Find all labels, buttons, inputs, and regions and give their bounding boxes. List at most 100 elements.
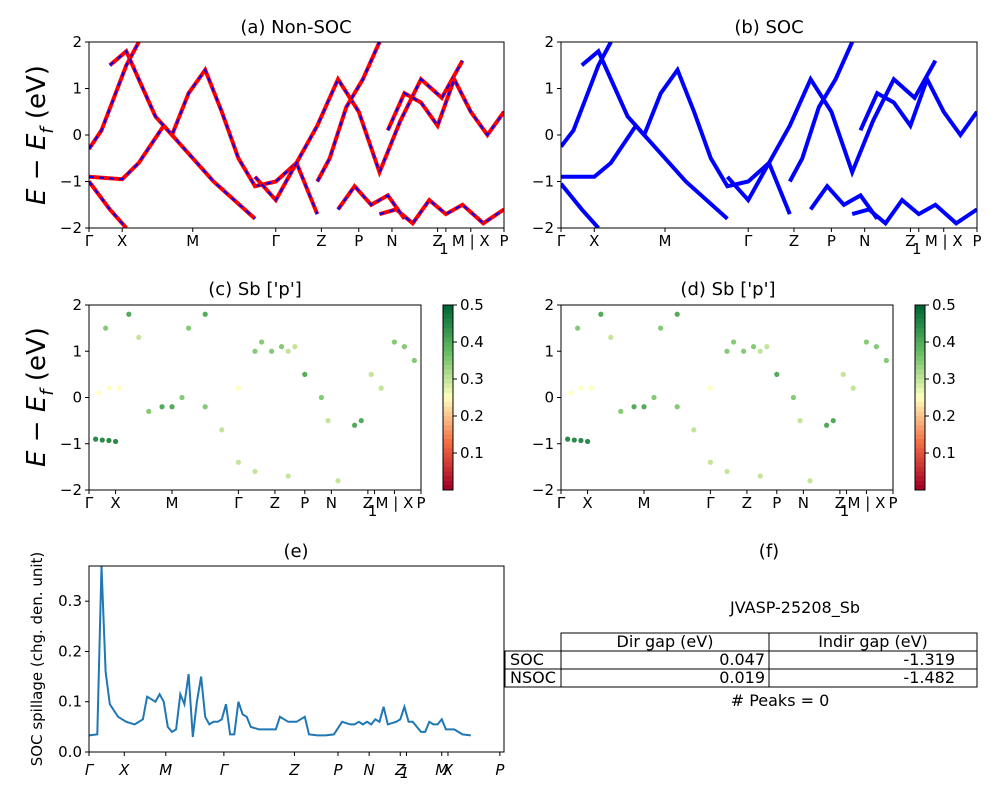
- colorbar-segment: [915, 332, 925, 338]
- colorbar-segment: [443, 476, 453, 482]
- y-tick-label: −2: [60, 219, 82, 237]
- x-tick-label: Z: [789, 232, 799, 250]
- band-line: [808, 183, 879, 220]
- colorbar-segment: [443, 471, 453, 477]
- colorbar-segment: [915, 448, 925, 454]
- colorbar-segment: [443, 355, 453, 361]
- table-row-soc-dir: 0.047: [719, 650, 765, 669]
- colorbar-segment: [915, 314, 925, 320]
- projection-point: [757, 473, 763, 479]
- x-tick-label: P: [333, 761, 343, 779]
- panel-d-frame: [560, 304, 894, 491]
- band-line: [108, 48, 320, 215]
- colorbar-segment: [443, 402, 453, 408]
- colorbar-frame: [914, 304, 926, 491]
- x-tick-label: P: [772, 494, 781, 512]
- panel-c-colorbar: 0.5 0.4 0.3 0.2 0.1: [442, 296, 484, 491]
- colorbar-tick-label: 0.4: [460, 333, 484, 351]
- colorbar-tick-label: 0.1: [460, 444, 484, 462]
- x-tick-label: P: [416, 494, 425, 512]
- y-tick-label: −1: [60, 435, 82, 453]
- row1-ylabel: E − Ef (eV): [22, 65, 58, 205]
- projection-point: [631, 404, 637, 410]
- colorbar-segment: [915, 476, 925, 482]
- projection-point: [807, 478, 813, 484]
- colorbar-segment: [915, 318, 925, 324]
- projection-point: [106, 437, 112, 444]
- x-tick-label: Z: [363, 494, 373, 512]
- panel-e-ylabel: SOC spillage (chg. den. unit): [28, 552, 46, 767]
- x-tick-label: Z: [316, 232, 326, 250]
- projection-point: [850, 385, 856, 391]
- projection-point: [568, 390, 574, 396]
- colorbar-segment: [915, 309, 925, 315]
- projection-point: [584, 438, 591, 445]
- peaks-count: # Peaks = 0: [731, 691, 830, 710]
- table-cell: [768, 668, 978, 688]
- colorbar-segment: [915, 402, 925, 408]
- table-header-indir: Indir gap (eV): [818, 632, 928, 651]
- colorbar-segment: [443, 342, 453, 348]
- x-tick-label: N: [798, 494, 809, 512]
- colorbar-tick-label: 0.2: [460, 407, 484, 425]
- projection-point: [750, 344, 757, 350]
- x-tick-label: P: [495, 761, 505, 779]
- projection-point: [99, 437, 105, 443]
- x-tick-label: Z: [835, 494, 845, 512]
- x-tick-label: Z: [270, 494, 280, 512]
- x-tick-label: 1: [400, 764, 410, 782]
- y-tick-label: 0: [72, 126, 82, 144]
- y-tick-label: −2: [532, 219, 554, 237]
- band-line: [725, 59, 938, 204]
- material-id: JVASP-25208_Sb: [729, 598, 860, 618]
- panel-c-frame: [88, 304, 422, 491]
- colorbar-tick-label: 0.5: [932, 296, 956, 314]
- x-tick-label: 1: [439, 240, 449, 258]
- projection-point: [863, 339, 870, 345]
- x-tick-label: M: [166, 494, 179, 512]
- colorbar-segment: [443, 383, 453, 389]
- colorbar-segment: [443, 346, 453, 352]
- y-tick-label: 2: [72, 33, 82, 51]
- projection-point: [641, 404, 647, 410]
- colorbar-segment: [915, 425, 925, 431]
- projection-point: [179, 394, 185, 401]
- panel-b-title: (b) SOC: [734, 17, 803, 38]
- x-tick-label: M | X: [848, 494, 886, 512]
- colorbar-segment: [443, 406, 453, 412]
- projection-point: [757, 348, 763, 354]
- colorbar-segment: [443, 416, 453, 422]
- x-tick-label: X: [442, 761, 454, 779]
- colorbar-segment: [915, 388, 925, 394]
- colorbar-segment: [443, 374, 453, 380]
- colorbar-segment: [443, 420, 453, 426]
- projection-point: [219, 427, 225, 433]
- x-tick-label: P: [499, 232, 508, 250]
- x-tick-label: N: [364, 761, 375, 779]
- projection-point: [575, 325, 581, 331]
- panel-e-y-ticks: 0.3 0.2 0.1 0.0: [58, 592, 89, 761]
- x-tick-label: Γ: [85, 232, 94, 250]
- x-tick-label: P: [827, 232, 836, 250]
- panel-e-title: (e): [283, 541, 308, 562]
- colorbar-segment: [443, 439, 453, 445]
- projection-point: [126, 311, 132, 317]
- colorbar-tick-label: 0.4: [932, 333, 956, 351]
- y-tick-label: 2: [544, 296, 554, 314]
- x-tick-label: X: [117, 232, 127, 250]
- x-tick-label: 1: [840, 502, 850, 520]
- colorbar-tick-label: 0.1: [932, 444, 956, 462]
- y-tick-label: −1: [60, 173, 82, 191]
- panel-d-colorbar: 0.5 0.4 0.3 0.2 0.1: [914, 296, 956, 491]
- projection-point: [136, 334, 142, 340]
- panel-c-title: (c) Sb ['p']: [208, 279, 302, 300]
- panel-f-title: (f): [759, 541, 779, 562]
- colorbar-segment: [443, 462, 453, 468]
- x-tick-label: Z: [432, 232, 442, 250]
- colorbar-tick-label: 0.2: [932, 407, 956, 425]
- colorbar-segment: [443, 485, 453, 491]
- x-tick-label: Γ: [706, 494, 715, 512]
